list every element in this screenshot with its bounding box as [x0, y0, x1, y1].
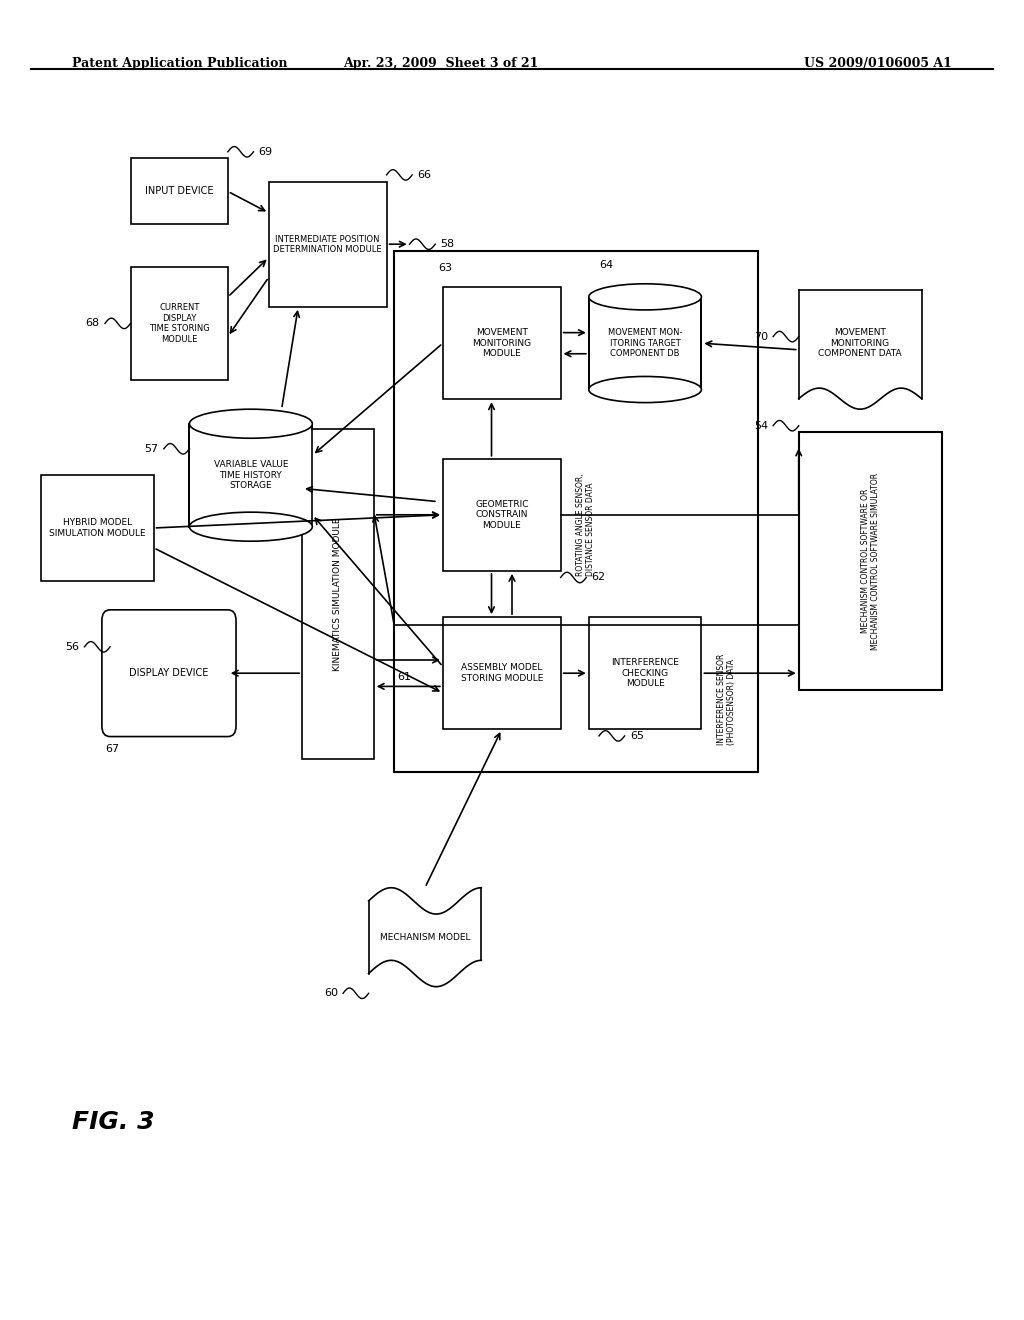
FancyBboxPatch shape [131, 267, 227, 380]
Ellipse shape [189, 409, 312, 438]
Text: 54: 54 [754, 421, 768, 430]
Text: MOVEMENT
MONITORING
MODULE: MOVEMENT MONITORING MODULE [472, 329, 531, 358]
FancyBboxPatch shape [102, 610, 236, 737]
Ellipse shape [189, 512, 312, 541]
Text: MOVEMENT MON-
ITORING TARGET
COMPONENT DB: MOVEMENT MON- ITORING TARGET COMPONENT D… [608, 329, 682, 358]
FancyBboxPatch shape [442, 288, 561, 399]
FancyBboxPatch shape [189, 424, 312, 527]
FancyBboxPatch shape [131, 158, 227, 224]
FancyBboxPatch shape [590, 298, 700, 388]
Text: Apr. 23, 2009  Sheet 3 of 21: Apr. 23, 2009 Sheet 3 of 21 [343, 57, 538, 70]
Text: 62: 62 [592, 573, 605, 582]
Text: US 2009/0106005 A1: US 2009/0106005 A1 [805, 57, 952, 70]
Text: 63: 63 [438, 263, 452, 273]
Text: VARIABLE VALUE
TIME HISTORY
STORAGE: VARIABLE VALUE TIME HISTORY STORAGE [214, 461, 288, 490]
Text: INPUT DEVICE: INPUT DEVICE [145, 186, 213, 197]
Text: MECHANISM MODEL: MECHANISM MODEL [380, 933, 470, 941]
Text: 69: 69 [258, 147, 272, 157]
Text: INTERFERENCE SENSOR
(PHOTOSENSOR) DATA: INTERFERENCE SENSOR (PHOTOSENSOR) DATA [717, 653, 736, 746]
Text: Patent Application Publication: Patent Application Publication [72, 57, 287, 70]
Text: MECHANISM CONTROL SOFTWARE OR
MECHANISM CONTROL SOFTWARE SIMULATOR: MECHANISM CONTROL SOFTWARE OR MECHANISM … [861, 473, 880, 649]
Text: ASSEMBLY MODEL
STORING MODULE: ASSEMBLY MODEL STORING MODULE [461, 664, 543, 682]
FancyBboxPatch shape [589, 297, 701, 389]
FancyBboxPatch shape [799, 433, 942, 689]
Text: CURRENT
DISPLAY
TIME STORING
MODULE: CURRENT DISPLAY TIME STORING MODULE [148, 304, 210, 343]
Text: KINEMATICS SIMULATION MODULE: KINEMATICS SIMULATION MODULE [334, 517, 342, 671]
FancyBboxPatch shape [41, 475, 154, 581]
Text: 60: 60 [324, 989, 338, 998]
Text: 66: 66 [418, 170, 431, 180]
Text: DISPLAY DEVICE: DISPLAY DEVICE [129, 668, 209, 678]
Text: 57: 57 [144, 444, 159, 454]
Ellipse shape [589, 376, 701, 403]
Text: 70: 70 [754, 331, 768, 342]
Text: GEOMETRIC
CONSTRAIN
MODULE: GEOMETRIC CONSTRAIN MODULE [475, 500, 528, 529]
Text: 68: 68 [86, 318, 100, 329]
Text: ROTATING ANGLE SENSOR,
DISTANCE SENSOR DATA: ROTATING ANGLE SENSOR, DISTANCE SENSOR D… [575, 474, 595, 576]
Polygon shape [799, 290, 922, 409]
Polygon shape [369, 888, 481, 986]
FancyBboxPatch shape [268, 181, 387, 308]
FancyBboxPatch shape [442, 459, 561, 570]
Ellipse shape [589, 284, 701, 310]
Text: 65: 65 [630, 731, 644, 741]
Text: 56: 56 [66, 642, 80, 652]
Text: MOVEMENT
MONITORING
COMPONENT DATA: MOVEMENT MONITORING COMPONENT DATA [818, 329, 902, 358]
Text: 58: 58 [440, 239, 455, 249]
Text: INTERMEDIATE POSITION
DETERMINATION MODULE: INTERMEDIATE POSITION DETERMINATION MODU… [273, 235, 382, 253]
FancyBboxPatch shape [442, 618, 561, 729]
FancyBboxPatch shape [190, 425, 311, 525]
FancyBboxPatch shape [302, 429, 374, 759]
Text: 67: 67 [105, 744, 119, 755]
FancyBboxPatch shape [589, 618, 701, 729]
Text: INTERFERENCE
CHECKING
MODULE: INTERFERENCE CHECKING MODULE [611, 659, 679, 688]
Text: FIG. 3: FIG. 3 [72, 1110, 155, 1134]
Text: HYBRID MODEL
SIMULATION MODULE: HYBRID MODEL SIMULATION MODULE [49, 519, 145, 537]
Text: 64: 64 [599, 260, 613, 271]
Text: 61: 61 [397, 672, 411, 682]
